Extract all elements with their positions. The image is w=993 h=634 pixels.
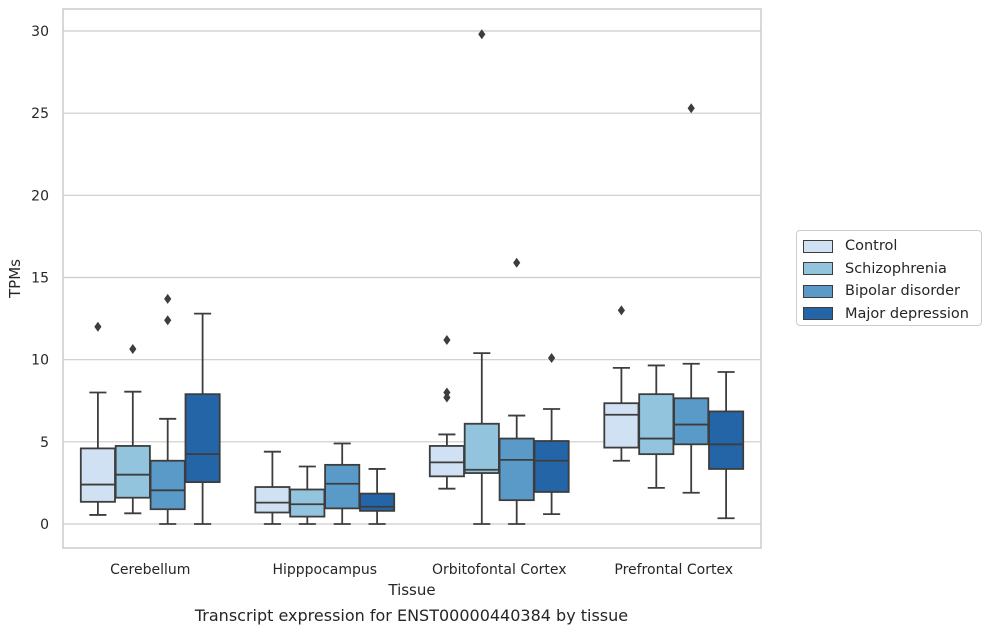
x-tick-label: Orbitofontal Cortex	[432, 562, 567, 578]
box	[359, 492, 396, 512]
outlier-point	[548, 353, 556, 364]
legend-swatch	[803, 239, 833, 253]
box	[603, 402, 640, 449]
legend-label: Schizophrenia	[845, 260, 947, 277]
y-tick-label: 20	[31, 188, 49, 204]
x-axis-label: Tissue	[387, 581, 435, 599]
legend-item: Major depression	[803, 303, 975, 326]
x-tick-label: Hipppocampus	[272, 562, 377, 578]
box	[708, 410, 745, 470]
x-tick-label: Prefrontal Cortex	[614, 562, 733, 578]
outlier-point	[443, 334, 451, 345]
plot-frame	[62, 8, 762, 549]
box	[79, 447, 116, 503]
chart-legend: Control Schizophrenia Bipolar disorder Majo…	[796, 230, 982, 326]
outlier-point	[129, 343, 137, 354]
outlier-point	[687, 103, 695, 114]
legend-item: Control	[803, 235, 975, 258]
figure-caption: Transcript expression for ENST0000044038…	[194, 606, 629, 625]
box	[149, 459, 186, 511]
legend-swatch	[803, 262, 833, 276]
box	[428, 445, 465, 478]
legend-label: Major depression	[845, 305, 969, 322]
outlier-point	[617, 305, 625, 316]
y-tick-label: 30	[31, 24, 49, 40]
outlier-point	[478, 29, 486, 40]
box	[498, 437, 535, 502]
box	[254, 486, 291, 514]
box	[324, 463, 361, 510]
box	[638, 393, 675, 456]
y-axis-label: TPMs	[6, 259, 24, 299]
box	[533, 440, 570, 493]
y-tick-label: 0	[40, 517, 49, 533]
box	[463, 422, 500, 474]
x-tick-label: Cerebellum	[110, 562, 190, 578]
y-tick-label: 15	[31, 271, 49, 287]
legend-item: Bipolar disorder	[803, 280, 975, 303]
legend-item: Schizophrenia	[803, 258, 975, 281]
y-tick-label: 25	[31, 106, 49, 122]
outlier-point	[164, 293, 172, 304]
outlier-point	[513, 257, 521, 268]
box	[289, 488, 326, 518]
outlier-point	[443, 387, 451, 398]
legend-label: Bipolar disorder	[845, 283, 960, 300]
outlier-point	[164, 315, 172, 326]
legend-swatch	[803, 284, 833, 298]
legend-swatch	[803, 307, 833, 321]
legend-label: Control	[845, 238, 898, 255]
y-tick-label: 5	[40, 435, 49, 451]
box	[184, 393, 221, 483]
box	[114, 445, 151, 499]
box	[673, 397, 710, 446]
y-tick-label: 10	[31, 353, 49, 369]
outlier-point	[94, 321, 102, 332]
